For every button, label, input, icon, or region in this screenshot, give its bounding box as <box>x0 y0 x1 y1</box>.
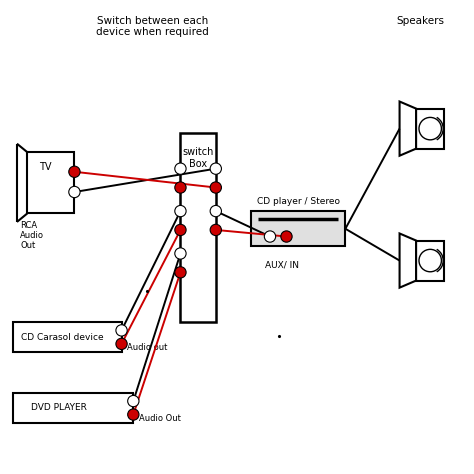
Circle shape <box>69 166 80 177</box>
Text: TV: TV <box>39 163 52 173</box>
Circle shape <box>210 224 221 236</box>
Circle shape <box>116 325 127 336</box>
Circle shape <box>175 205 186 217</box>
Text: Speakers: Speakers <box>397 16 445 26</box>
Text: CD player / Stereo: CD player / Stereo <box>257 197 340 206</box>
Bar <box>27 152 74 213</box>
Circle shape <box>128 409 139 420</box>
Circle shape <box>175 267 186 278</box>
Circle shape <box>69 186 80 198</box>
Text: Audio Out: Audio Out <box>139 414 181 423</box>
Circle shape <box>128 395 139 407</box>
Bar <box>416 240 444 281</box>
Circle shape <box>175 224 186 236</box>
Text: Switch between each
device when required: Switch between each device when required <box>96 16 209 37</box>
Text: RCA
Audio
Out: RCA Audio Out <box>20 220 44 250</box>
Text: switch
Box: switch Box <box>182 147 214 169</box>
Circle shape <box>175 163 186 174</box>
Circle shape <box>210 163 221 174</box>
Circle shape <box>264 231 276 242</box>
Bar <box>181 133 216 322</box>
Bar <box>13 322 121 353</box>
Circle shape <box>175 248 186 259</box>
Circle shape <box>175 182 186 193</box>
Text: DVD PLAYER: DVD PLAYER <box>31 403 87 412</box>
Bar <box>13 392 133 423</box>
Circle shape <box>116 338 127 349</box>
Polygon shape <box>400 101 416 156</box>
Bar <box>416 109 444 149</box>
Text: Audio out: Audio out <box>127 343 168 352</box>
Text: CD Carasol device: CD Carasol device <box>21 333 103 342</box>
Circle shape <box>281 231 292 242</box>
Circle shape <box>210 182 221 193</box>
Polygon shape <box>400 234 416 288</box>
Bar <box>251 211 346 246</box>
Circle shape <box>210 205 221 217</box>
Text: AUX/ IN: AUX/ IN <box>265 261 299 270</box>
